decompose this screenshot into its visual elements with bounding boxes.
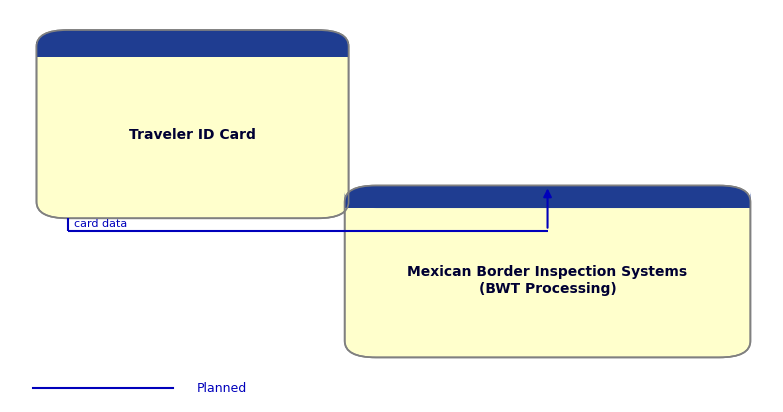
Text: card data: card data [74, 220, 127, 229]
FancyBboxPatch shape [37, 30, 348, 218]
FancyBboxPatch shape [37, 30, 348, 56]
Text: Mexican Border Inspection Systems
(BWT Processing): Mexican Border Inspection Systems (BWT P… [407, 265, 687, 295]
FancyBboxPatch shape [345, 185, 750, 208]
FancyBboxPatch shape [345, 185, 750, 358]
Bar [37, 42, 348, 56]
Text: Planned: Planned [197, 382, 247, 395]
Bar [345, 196, 750, 208]
Text: Traveler ID Card: Traveler ID Card [129, 128, 256, 142]
